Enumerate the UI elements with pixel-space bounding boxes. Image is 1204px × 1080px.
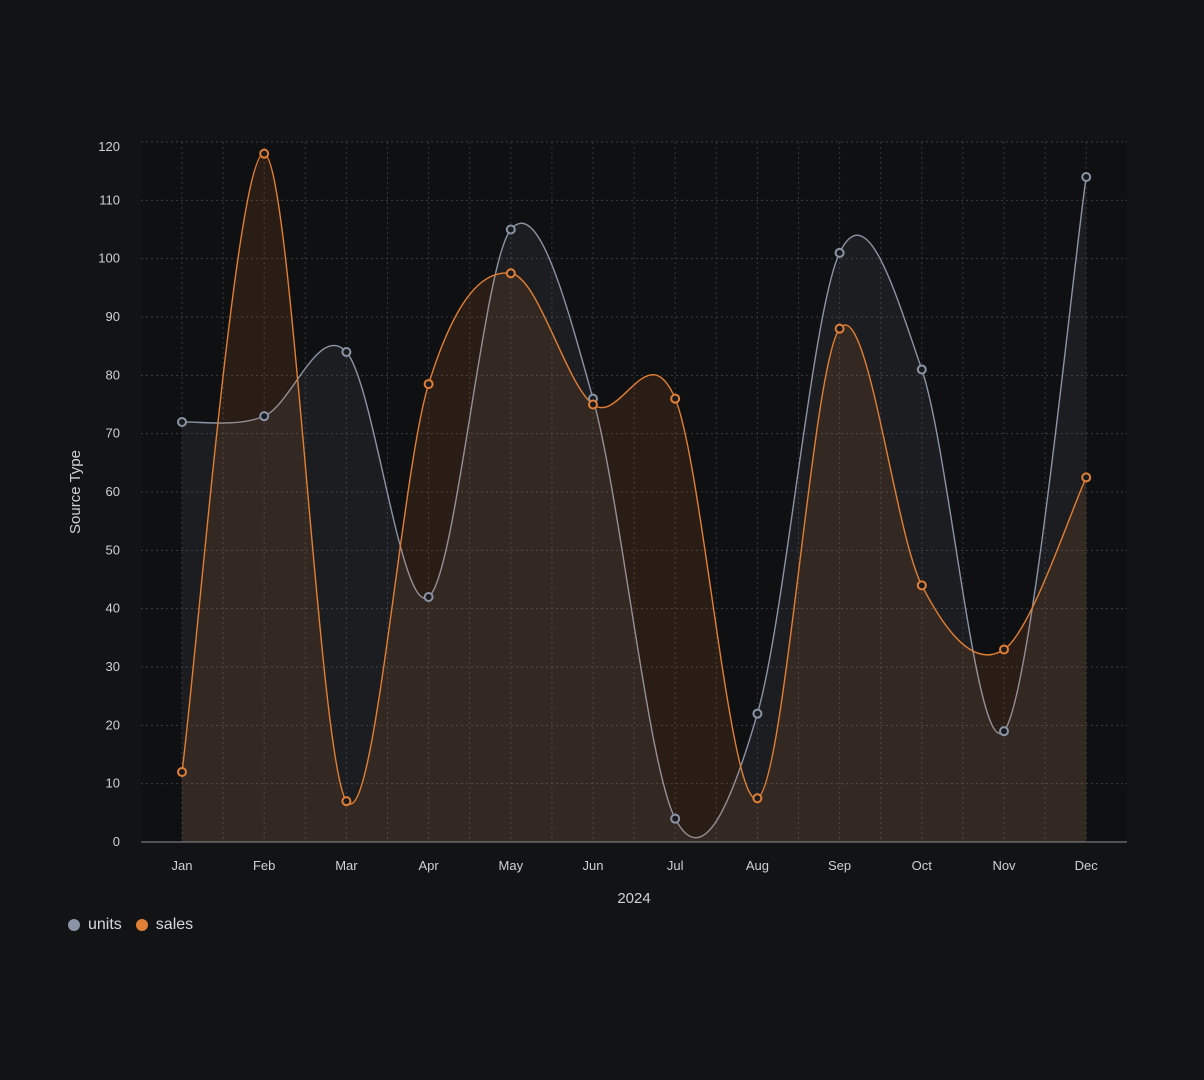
data-point [834, 247, 845, 258]
data-point [1081, 472, 1092, 483]
data-point [505, 224, 516, 235]
y-tick-label: 60 [106, 484, 120, 499]
y-tick-label: 120 [98, 139, 120, 154]
y-tick-label: 100 [98, 251, 120, 266]
legend-item-sales[interactable]: sales [135, 916, 194, 934]
series-line-sales [181, 152, 1087, 805]
data-point [177, 417, 187, 427]
legend-swatch [135, 919, 148, 931]
data-point [916, 364, 927, 375]
x-tick-label: Jan [172, 858, 193, 873]
legend-label: sales [155, 916, 194, 933]
y-tick-label: 10 [106, 776, 120, 791]
y-tick-label: 50 [106, 542, 120, 557]
data-point [670, 393, 681, 404]
y-tick-label: 40 [106, 601, 120, 616]
series-sales [181, 152, 1087, 842]
chart-legend: units sales [68, 916, 193, 934]
x-tick-label: Mar [335, 858, 358, 873]
data-point [999, 726, 1009, 737]
data-point [670, 813, 681, 824]
data-point [752, 793, 763, 804]
data-point [834, 323, 845, 334]
y-tick-label: 90 [106, 309, 120, 324]
x-tick-label: May [499, 858, 524, 873]
x-tick-label: Sep [828, 858, 851, 873]
data-point [341, 796, 352, 807]
x-axis-title: 2024 [617, 890, 650, 907]
y-tick-label: 30 [106, 659, 120, 674]
data-point [1081, 172, 1092, 182]
x-tick-label: Feb [253, 858, 275, 873]
data-point [916, 580, 927, 591]
legend-item-units[interactable]: units [68, 916, 122, 934]
data-point [259, 411, 270, 422]
y-tick-label: 0 [113, 834, 120, 849]
series-points-units [177, 172, 1092, 824]
data-point [423, 379, 434, 390]
data-point [588, 399, 598, 410]
y-tick-label: 70 [106, 426, 120, 441]
y-tick-label: 80 [106, 367, 120, 382]
legend-swatch [68, 919, 80, 931]
x-tick-label: Nov [992, 858, 1016, 873]
legend-label: units [88, 916, 122, 933]
y-axis-title: Source Type [67, 450, 84, 534]
y-tick-label: 110 [99, 192, 120, 207]
data-point [259, 148, 270, 159]
data-point [752, 708, 763, 719]
series-area-units [182, 177, 1087, 842]
x-tick-label: Oct [912, 858, 933, 873]
data-point [999, 644, 1009, 655]
y-tick-label: 20 [106, 717, 120, 732]
x-tick-label: Jul [667, 858, 684, 873]
series-area-sales [182, 153, 1087, 842]
x-tick-label: Apr [418, 858, 439, 873]
series-points-sales [177, 148, 1092, 807]
data-point [505, 268, 516, 279]
x-tick-label: Jun [583, 858, 604, 873]
x-tick-label: Aug [746, 858, 769, 873]
data-point [423, 592, 434, 602]
data-point [177, 767, 187, 777]
data-point [341, 347, 352, 357]
x-tick-label: Dec [1075, 858, 1099, 873]
